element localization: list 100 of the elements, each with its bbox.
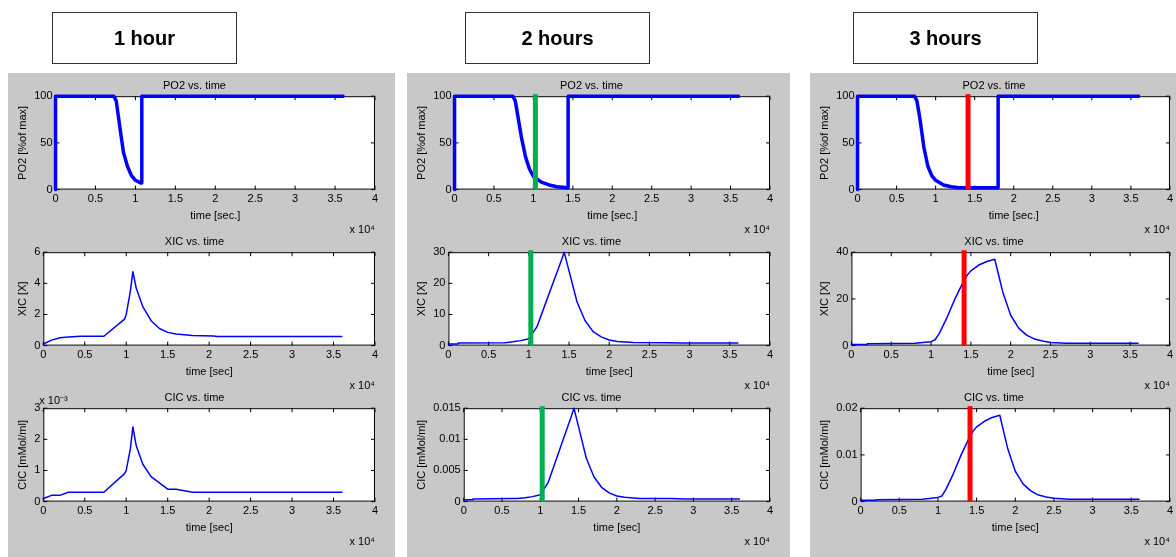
y-tick-label: 20 [836,291,849,304]
x-tick-label: 4 [766,192,774,205]
chart-title: CIC vs. time [964,390,1024,403]
x-tick-label: 2.5 [1045,192,1061,205]
x-tick-label: 4 [766,348,774,361]
text: x 10⁴ [744,534,771,547]
x-axis-title: time [sec.] [988,209,1039,222]
text: 3 hours [853,12,1038,64]
x-axis-title: time [sec] [987,365,1035,378]
x-tick-label: 0.5 [486,192,502,205]
chart-title: PO2 vs. time [163,78,226,91]
text: 2 hours [465,12,650,64]
x-tick-label: 4 [371,192,379,205]
x-tick-label: 4 [766,504,774,517]
text: x 10⁴ [744,378,771,391]
x-tick-label: 2 [206,348,213,361]
y-axis-title: XIC [X] [817,281,830,317]
chart-title: CIC vs. time [561,390,622,403]
x-tick-label: 3 [688,192,695,205]
chart-title: CIC vs. time [164,390,225,403]
y-tick-label: 20 [433,276,446,289]
text: x 10⁴ [744,222,771,235]
x-tick-label: 3.5 [1123,192,1139,205]
x-tick-label: 2.5 [242,348,259,361]
x-tick-label: 0.5 [87,192,104,205]
y-axis-title: CIC [mMol/ml] [817,420,830,490]
x-tick-label: 1 [928,348,935,361]
x-tick-label: 3.5 [722,192,739,205]
y-tick-label: 2 [34,307,41,320]
y-tick-label: 0 [46,182,53,195]
x-tick-label: 2.5 [247,192,263,205]
x-tick-label: 3.5 [327,192,343,205]
chart-title: XIC vs. time [561,234,622,247]
text: x 10⁴ [1144,534,1171,547]
text: x 10⁴ [349,534,376,547]
x-tick-label: 1 [932,192,939,205]
y-tick-label: 100 [433,89,452,102]
y-tick-label: 50 [842,135,855,148]
x-tick-label: 3 [292,192,299,205]
x-tick-label: 3.5 [724,504,740,517]
x-tick-label: 1 [525,348,532,361]
x-axis-title: time [sec] [185,521,233,534]
y-axis-title: XIC [X] [15,281,28,317]
x-tick-label: 2 [1012,504,1019,517]
y-tick-label: 0 [34,494,41,507]
y-tick-label: 30 [433,245,446,258]
x-tick-label: 3.5 [1122,348,1138,361]
y-tick-label: 100 [34,89,53,102]
y-tick-label: 10 [433,307,446,320]
text: x 10⁴ [349,378,376,391]
y-tick-label: 0.02 [836,401,858,414]
y-tick-label: 50 [40,135,53,148]
y-axis-title: PO2 [%of max] [414,105,427,180]
x-tick-label: 1 [537,504,544,517]
x-tick-label: 4 [1166,192,1173,205]
x-tick-label: 2 [206,504,213,517]
y-tick-label: 0 [851,494,858,507]
chart-title: XIC vs. time [164,234,225,247]
x-tick-label: 2 [1007,348,1014,361]
y-axis-title: PO2 [%of max] [817,105,830,180]
chart-title: PO2 vs. time [962,78,1026,91]
text: x 10⁻³ [39,393,69,406]
x-tick-label: 1 [530,192,537,205]
x-axis-title: time [sec] [185,365,233,378]
x-tick-label: 3 [1087,348,1094,361]
y-tick-label: 6 [34,245,41,258]
x-tick-label: 1.5 [167,192,183,205]
x-tick-label: 1 [934,504,941,517]
y-axis-title: PO2 [%of max] [15,105,28,180]
y-tick-label: 0 [445,182,452,195]
x-tick-label: 3.5 [722,348,738,361]
x-tick-label: 1.5 [160,504,176,517]
x-tick-label: 4 [1166,504,1173,517]
x-tick-label: 4 [371,504,379,517]
y-tick-label: 0.005 [433,463,461,476]
y-tick-label: 1 [34,463,41,476]
text: 1 hour [52,12,237,64]
y-axis-title: XIC [X] [414,281,427,317]
x-tick-label: 2 [606,348,613,361]
text: x 10⁴ [349,222,376,235]
y-tick-label: 0 [34,338,41,351]
x-tick-label: 1 [123,348,130,361]
x-tick-label: 3.5 [325,504,342,517]
x-tick-label: 1.5 [561,348,577,361]
x-tick-label: 1.5 [160,348,176,361]
y-tick-label: 4 [34,276,41,289]
text: x 10⁴ [1144,378,1171,391]
x-tick-label: 2.5 [1046,504,1062,517]
y-tick-label: 50 [439,135,452,148]
text: x 10⁴ [1144,222,1171,235]
x-tick-label: 1.5 [570,504,587,517]
x-tick-label: 0.5 [888,192,905,205]
x-tick-label: 2.5 [641,348,658,361]
x-axis-title: time [sec] [991,521,1039,534]
x-tick-label: 3.5 [325,348,342,361]
x-tick-label: 2 [613,504,620,517]
x-axis-title: time [sec] [593,521,641,534]
y-tick-label: 0 [439,338,446,351]
x-tick-label: 4 [371,348,379,361]
x-tick-label: 3 [690,504,697,517]
